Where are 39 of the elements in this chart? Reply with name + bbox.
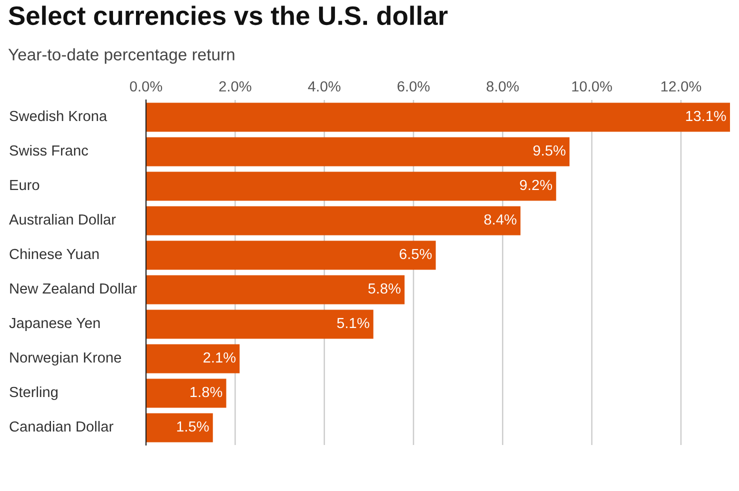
bar xyxy=(146,310,374,339)
bar xyxy=(146,137,570,166)
bar xyxy=(146,275,405,304)
y-tick-label: Canadian Dollar xyxy=(10,420,114,432)
x-tick-label: 0.0% xyxy=(130,81,162,92)
x-tick-label: 10.0% xyxy=(572,81,612,92)
data-label: 1.8% xyxy=(190,386,222,398)
data-label: 5.1% xyxy=(337,318,370,328)
x-tick-label: 2.0% xyxy=(219,81,252,92)
bar xyxy=(146,172,556,201)
x-tick-label: 8.0% xyxy=(486,81,519,92)
bar xyxy=(146,240,436,270)
data-label: 13.1% xyxy=(686,110,726,122)
data-label: 8.4% xyxy=(484,214,516,225)
x-tick-label: 6.0% xyxy=(398,81,430,92)
y-tick-label: Euro xyxy=(10,180,40,190)
x-tick-label: 4.0% xyxy=(308,81,340,92)
bar xyxy=(146,344,240,374)
y-tick-label: Japanese Yen xyxy=(9,318,100,332)
y-tick-label: Swiss Franc xyxy=(10,144,88,156)
y-tick-label: Swedish Krona xyxy=(10,110,108,122)
data-label: 9.2% xyxy=(520,180,552,190)
data-label: 5.8% xyxy=(368,283,400,294)
bar xyxy=(146,102,730,132)
x-tick-label: 12.0% xyxy=(661,81,702,92)
bar xyxy=(146,413,213,442)
data-label: 6.5% xyxy=(400,248,432,260)
chart-subtitle: Year-to-date percentage return xyxy=(8,48,234,64)
data-label: 9.5% xyxy=(533,145,566,156)
bar xyxy=(146,378,226,408)
y-tick-label: Norwegian Krone xyxy=(10,352,122,366)
chart-title: Select currencies vs the U.S. dollar xyxy=(8,6,448,26)
y-tick-label: Sterling xyxy=(10,386,58,400)
y-tick-label: New Zealand Dollar xyxy=(10,282,137,294)
bar xyxy=(146,206,520,236)
data-label: 2.1% xyxy=(204,352,236,363)
y-tick-label: Australian Dollar xyxy=(9,214,116,225)
data-label: 1.5% xyxy=(177,421,209,432)
y-tick-label: Chinese Yuan xyxy=(10,248,99,260)
